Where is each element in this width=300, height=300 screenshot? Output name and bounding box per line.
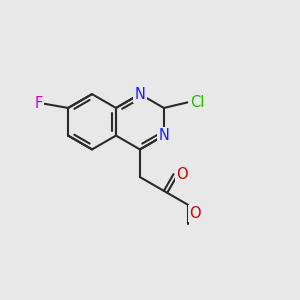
Text: F: F [35,96,43,111]
Text: O: O [189,206,201,221]
Text: N: N [158,128,169,143]
Text: Cl: Cl [190,95,204,110]
Text: O: O [176,167,188,182]
Text: N: N [134,87,146,102]
